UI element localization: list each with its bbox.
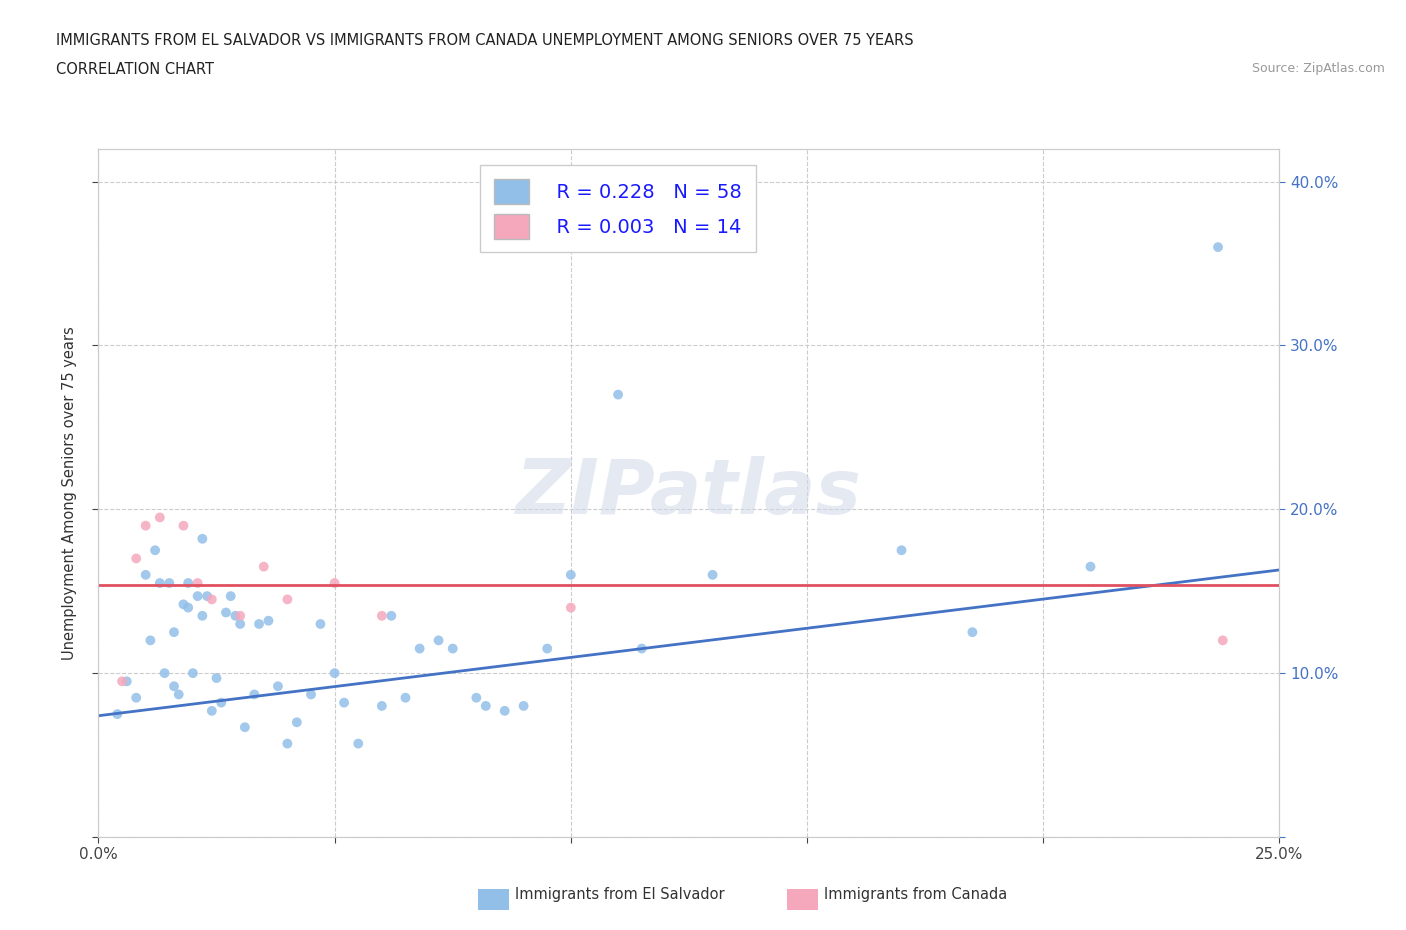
Point — [172, 518, 194, 533]
Point — [172, 597, 194, 612]
Point — [560, 567, 582, 582]
Point — [536, 641, 558, 656]
Point — [229, 608, 252, 623]
Point — [149, 510, 172, 525]
Point — [253, 559, 276, 574]
Point — [187, 576, 209, 591]
Point — [276, 737, 298, 751]
Point — [167, 687, 190, 702]
Point — [233, 720, 256, 735]
Text: Source: ZipAtlas.com: Source: ZipAtlas.com — [1251, 62, 1385, 75]
Point — [135, 567, 157, 582]
Point — [243, 687, 266, 702]
Point — [257, 613, 280, 628]
Point — [347, 737, 370, 751]
Point — [962, 625, 984, 640]
Point — [560, 600, 582, 615]
Point — [630, 641, 652, 656]
Point — [149, 576, 172, 591]
Point — [125, 690, 148, 705]
Point — [215, 605, 238, 620]
Point — [105, 707, 128, 722]
Text: CORRELATION CHART: CORRELATION CHART — [56, 62, 214, 77]
Point — [1206, 240, 1229, 255]
Point — [111, 674, 134, 689]
Point — [323, 576, 346, 591]
Point — [276, 592, 298, 607]
Point — [494, 703, 516, 718]
Point — [224, 608, 246, 623]
Y-axis label: Unemployment Among Seniors over 75 years: Unemployment Among Seniors over 75 years — [62, 326, 77, 659]
Point — [143, 543, 166, 558]
Point — [247, 617, 270, 631]
Point — [177, 576, 200, 591]
Point — [177, 600, 200, 615]
Point — [181, 666, 204, 681]
Point — [201, 703, 224, 718]
Point — [333, 696, 356, 711]
Point — [125, 551, 148, 565]
Point — [607, 387, 630, 402]
Point — [380, 608, 402, 623]
Point — [309, 617, 332, 631]
Point — [394, 690, 416, 705]
Point — [371, 698, 394, 713]
Point — [441, 641, 464, 656]
Point — [890, 543, 912, 558]
Point — [201, 592, 224, 607]
Point — [408, 641, 430, 656]
Point — [299, 687, 322, 702]
Text: ZIPatlas: ZIPatlas — [516, 456, 862, 530]
Legend:   R = 0.228   N = 58,   R = 0.003   N = 14: R = 0.228 N = 58, R = 0.003 N = 14 — [481, 166, 756, 252]
Point — [115, 674, 138, 689]
Point — [285, 715, 308, 730]
Point — [371, 608, 394, 623]
Point — [475, 698, 498, 713]
Point — [267, 679, 290, 694]
Point — [191, 531, 214, 546]
Point — [195, 589, 218, 604]
Point — [512, 698, 534, 713]
Point — [323, 666, 346, 681]
Point — [153, 666, 176, 681]
Point — [135, 518, 157, 533]
Point — [1212, 633, 1234, 648]
Point — [205, 671, 228, 685]
Point — [1080, 559, 1102, 574]
Point — [163, 679, 186, 694]
Text: Immigrants from Canada: Immigrants from Canada — [824, 887, 1007, 902]
Text: Immigrants from El Salvador: Immigrants from El Salvador — [515, 887, 724, 902]
Point — [187, 589, 209, 604]
Point — [229, 617, 252, 631]
Point — [157, 576, 180, 591]
Point — [465, 690, 488, 705]
Point — [427, 633, 450, 648]
Text: IMMIGRANTS FROM EL SALVADOR VS IMMIGRANTS FROM CANADA UNEMPLOYMENT AMONG SENIORS: IMMIGRANTS FROM EL SALVADOR VS IMMIGRANT… — [56, 33, 914, 47]
Point — [139, 633, 162, 648]
Point — [702, 567, 724, 582]
Point — [163, 625, 186, 640]
Point — [191, 608, 214, 623]
Point — [219, 589, 242, 604]
Point — [209, 696, 232, 711]
